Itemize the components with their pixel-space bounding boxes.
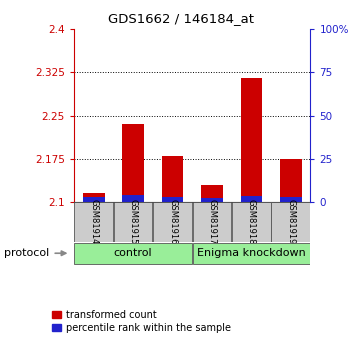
Bar xyxy=(240,78,262,202)
Text: control: control xyxy=(114,248,152,258)
Bar xyxy=(153,202,192,242)
Text: GSM81914: GSM81914 xyxy=(89,199,98,244)
Bar xyxy=(240,196,262,202)
Text: GSM81917: GSM81917 xyxy=(208,199,217,244)
Text: GSM81915: GSM81915 xyxy=(129,199,138,244)
Text: GSM81919: GSM81919 xyxy=(286,199,295,244)
Bar xyxy=(74,243,192,264)
Bar xyxy=(83,193,105,202)
Text: GSM81918: GSM81918 xyxy=(247,199,256,244)
Bar xyxy=(280,197,301,202)
Bar xyxy=(280,159,301,202)
Bar xyxy=(122,124,144,202)
Bar xyxy=(201,185,223,202)
Text: Enigma knockdown: Enigma knockdown xyxy=(197,248,306,258)
Bar xyxy=(122,195,144,202)
Legend: transformed count, percentile rank within the sample: transformed count, percentile rank withi… xyxy=(48,306,235,337)
Bar xyxy=(271,202,310,242)
Bar xyxy=(83,197,105,202)
Text: GDS1662 / 146184_at: GDS1662 / 146184_at xyxy=(108,12,253,25)
Bar xyxy=(74,202,113,242)
Bar xyxy=(162,156,183,202)
Bar xyxy=(232,202,271,242)
Text: protocol: protocol xyxy=(4,248,49,258)
Bar xyxy=(114,202,152,242)
Text: GSM81916: GSM81916 xyxy=(168,199,177,244)
Bar xyxy=(193,243,310,264)
Bar xyxy=(162,197,183,202)
Bar xyxy=(193,202,231,242)
Bar xyxy=(201,198,223,202)
